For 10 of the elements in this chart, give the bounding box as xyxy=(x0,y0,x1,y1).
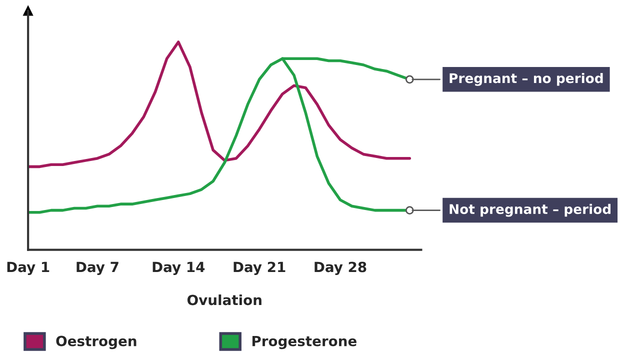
legend-label: Oestrogen xyxy=(56,336,136,350)
x-tick-label: Day 14 xyxy=(152,262,205,276)
x-tick-label: Day 21 xyxy=(234,262,286,276)
legend-label: Progesterone xyxy=(252,336,356,350)
text: Pregnant – no period xyxy=(450,72,603,86)
x-tick-label: Day 28 xyxy=(314,262,366,276)
x-axis-title: Ovulation xyxy=(187,294,262,306)
x-tick-label: Day 7 xyxy=(76,262,118,276)
x-tick-label: Day 1 xyxy=(7,262,50,276)
text: Not pregnant – period xyxy=(450,204,610,217)
